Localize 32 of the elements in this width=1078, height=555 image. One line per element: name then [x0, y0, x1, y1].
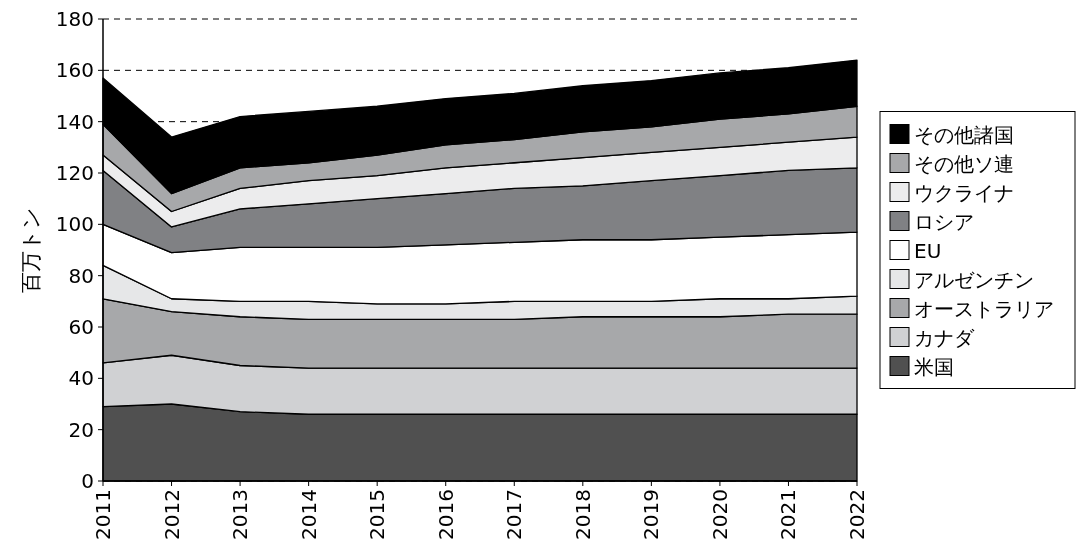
x-tick-label: 2016 [433, 489, 458, 540]
x-tick-label: 2015 [365, 489, 390, 540]
legend-label: 米国 [914, 354, 954, 379]
x-tick-label: 2017 [502, 489, 527, 540]
x-tick-label: 2013 [228, 489, 253, 540]
x-tick-label: 2019 [639, 489, 664, 540]
x-tick-label: 2014 [296, 489, 321, 540]
y-tick-label: 180 [55, 7, 94, 31]
legend-label: カナダ [914, 325, 975, 350]
legend-label: ウクライナ [914, 180, 1014, 205]
x-tick-label: 2011 [91, 489, 115, 540]
y-tick-label: 0 [81, 469, 94, 493]
legend-label: その他諸国 [914, 122, 1014, 147]
x-tick-label: 2022 [845, 489, 869, 540]
x-tick-label: 2012 [159, 489, 184, 540]
legend-label: EU [914, 238, 942, 263]
x-tick-label: 2018 [570, 489, 595, 540]
legend-label: その他ソ連 [914, 151, 1014, 176]
y-tick-label: 60 [68, 315, 94, 339]
y-tick-label: 120 [55, 161, 94, 185]
y-tick-label: 80 [68, 263, 94, 288]
y-axis-title: 百万トン [19, 207, 43, 293]
y-tick-label: 20 [68, 417, 94, 442]
legend-label: アルゼンチン [914, 267, 1034, 292]
y-tick-label: 40 [68, 366, 94, 391]
y-tick-label: 140 [55, 109, 94, 134]
x-tick-label: 2020 [707, 489, 732, 540]
x-tick-label: 2021 [776, 489, 801, 540]
legend-label: オーストラリア [914, 296, 1054, 321]
legend-label: ロシア [914, 209, 974, 234]
y-tick-label: 100 [55, 212, 94, 237]
y-tick-label: 160 [55, 58, 94, 83]
